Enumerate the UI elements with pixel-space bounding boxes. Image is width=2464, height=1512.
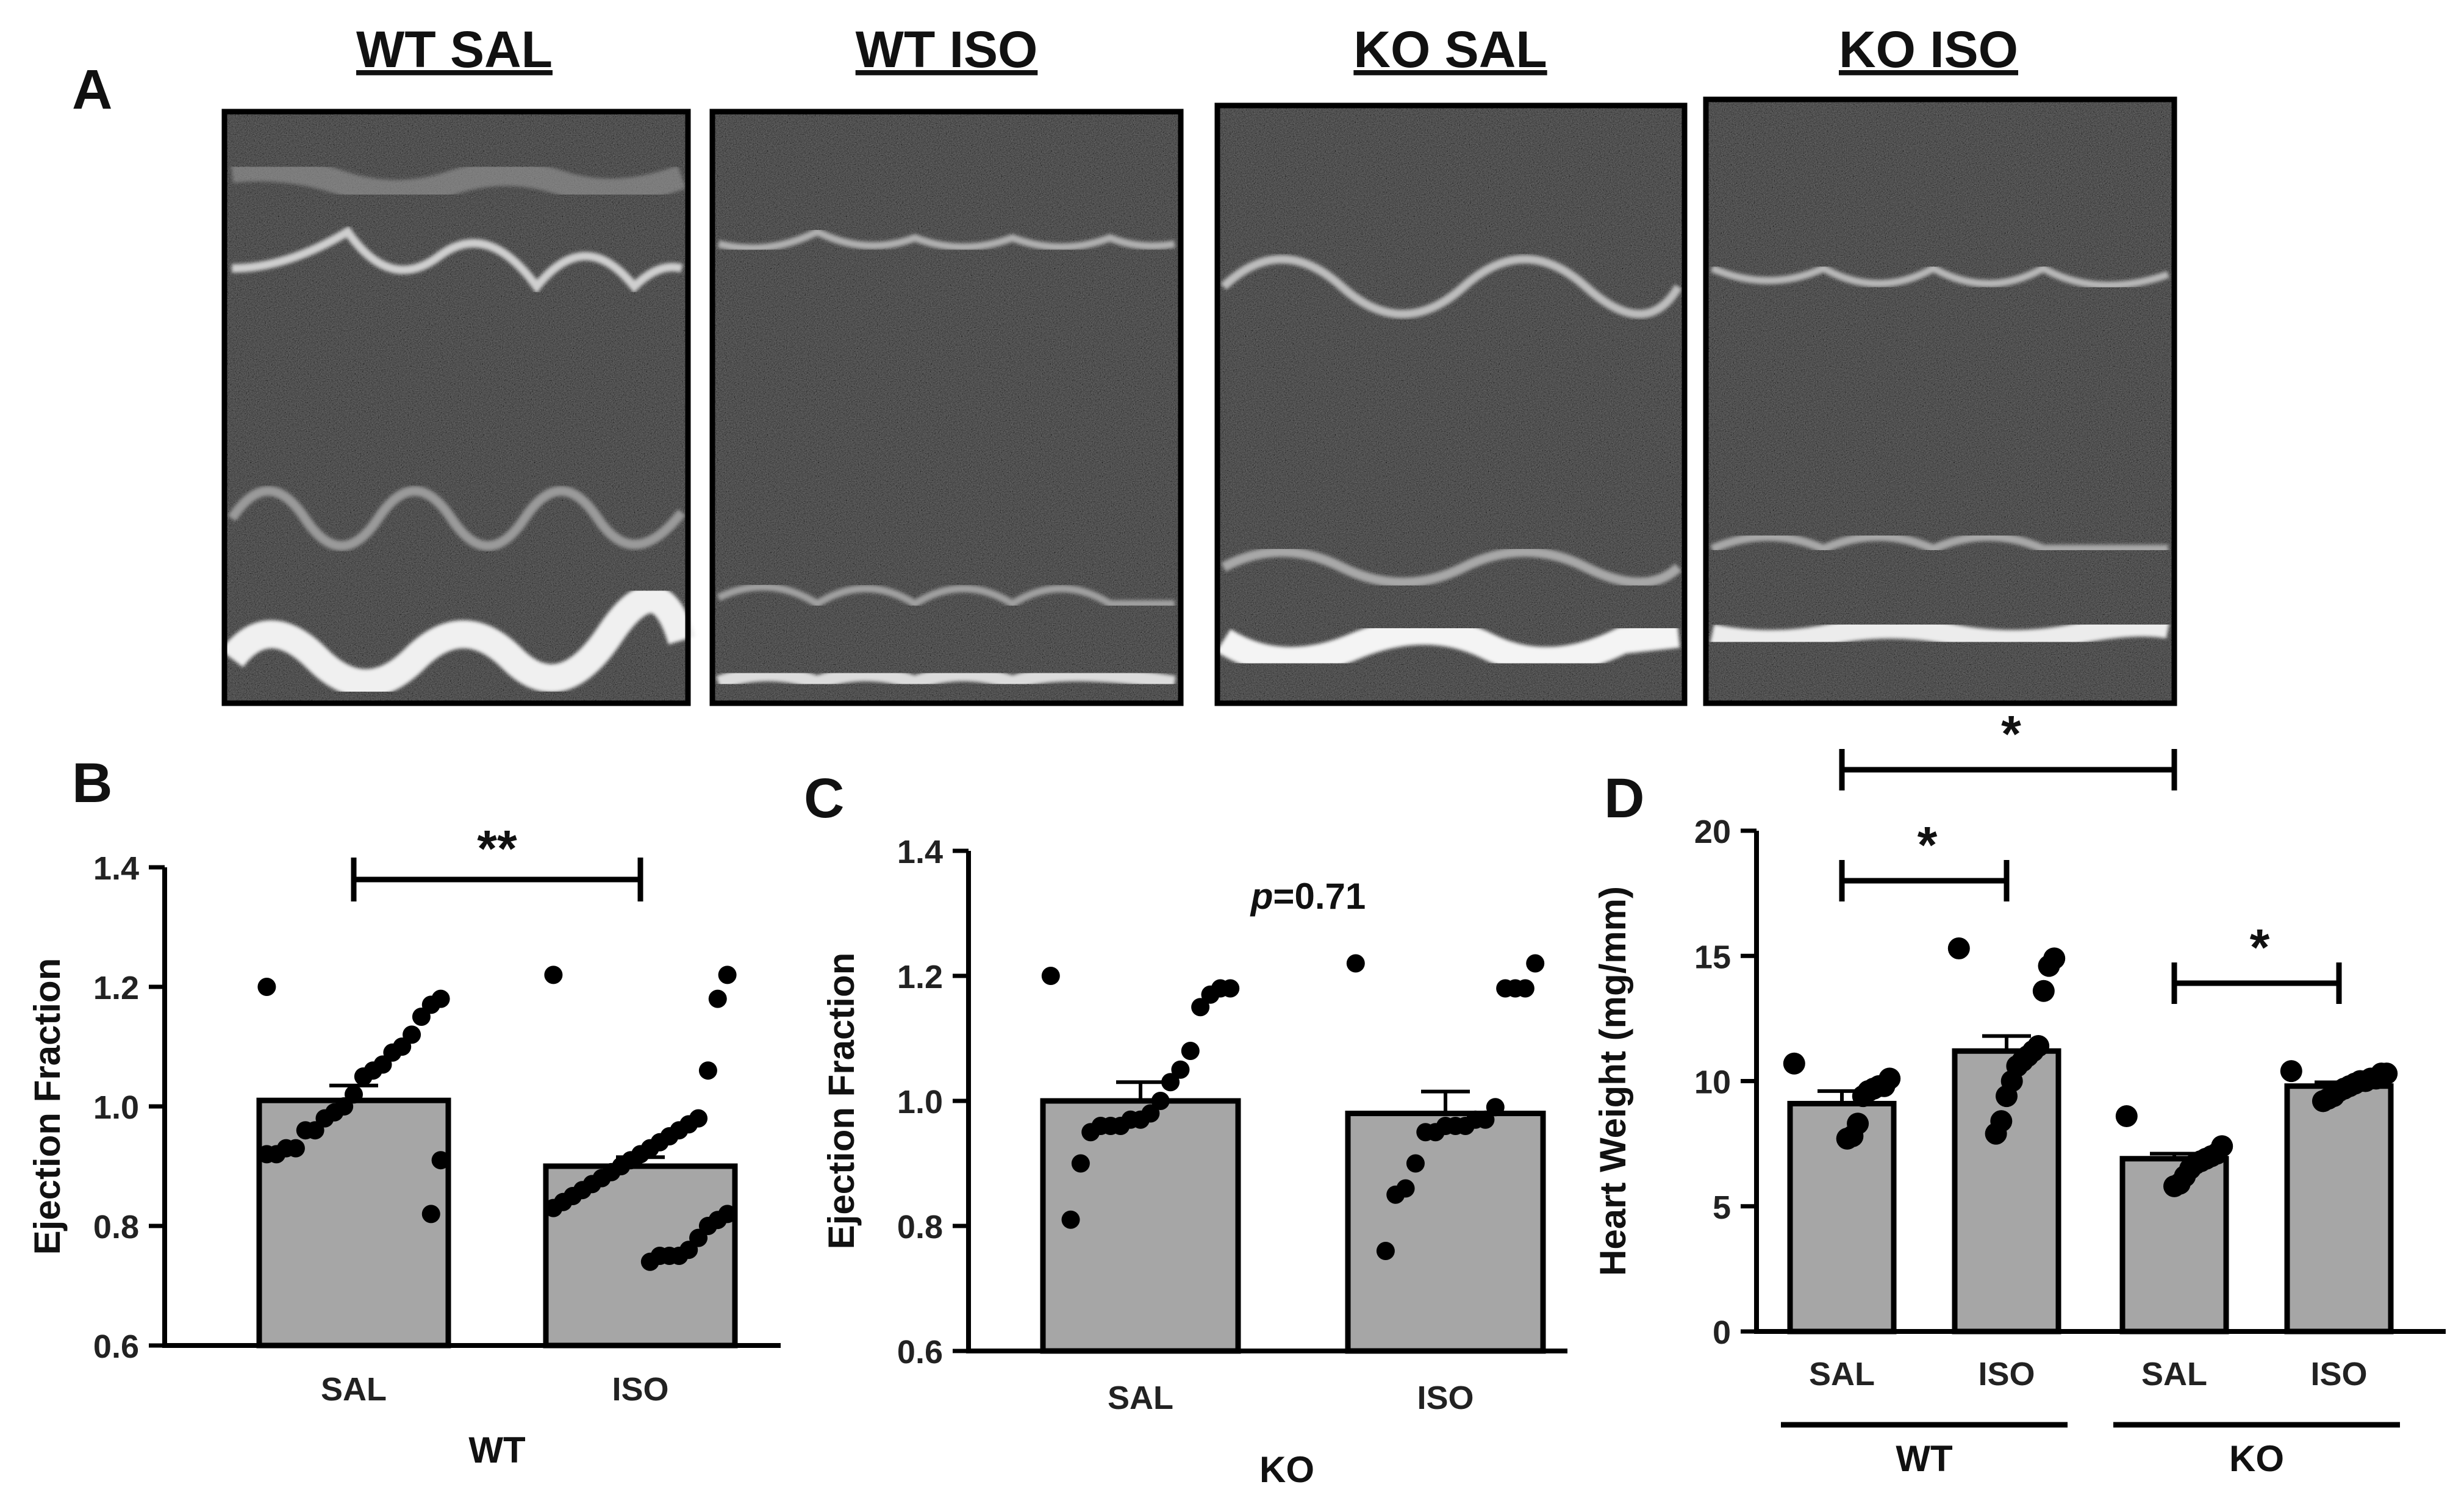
y-axis-title: Ejection Fraction xyxy=(821,953,862,1250)
data-point xyxy=(1406,1154,1425,1173)
echo-title-ko-iso: KO ISO xyxy=(1839,21,2018,78)
data-point xyxy=(1496,979,1515,998)
chart-c: 0.6 0.8 1.0 1.2 1.4 Ejection Fraction SAL ISO p=… xyxy=(821,834,1567,1490)
data-point xyxy=(2038,955,2060,977)
data-point xyxy=(1201,985,1220,1004)
bar xyxy=(2284,1083,2394,1335)
significance-label: ** xyxy=(477,820,517,877)
y-tick-label: 0.8 xyxy=(897,1209,943,1245)
data-point xyxy=(1346,954,1365,973)
data-point xyxy=(2032,980,2055,1002)
data-point xyxy=(431,1151,450,1170)
y-tick-label: 0 xyxy=(1713,1314,1731,1351)
y-tick-label: 20 xyxy=(1694,814,1731,850)
data-point xyxy=(708,989,727,1008)
x-tick-label: SAL xyxy=(2141,1356,2207,1392)
y-tick-label: 1.4 xyxy=(93,850,139,887)
data-point xyxy=(718,966,737,984)
data-point xyxy=(1161,1073,1180,1092)
bar xyxy=(1787,1100,1897,1335)
echo-image-wt-sal xyxy=(220,109,696,706)
y-tick-label: 1.0 xyxy=(93,1089,139,1126)
x-axis-title: WT xyxy=(468,1430,525,1471)
echo-title-wt-iso: WT ISO xyxy=(856,21,1038,78)
data-point xyxy=(1985,1122,2007,1145)
data-point xyxy=(1181,1042,1200,1060)
significance-label: * xyxy=(2001,705,2021,762)
x-tick-label: SAL xyxy=(1809,1356,1875,1392)
group-label: KO xyxy=(2229,1438,2284,1479)
x-tick-label: ISO xyxy=(1978,1356,2035,1392)
data-point xyxy=(1852,1085,1874,1108)
data-point xyxy=(1416,1123,1435,1142)
data-point xyxy=(257,1145,276,1164)
y-tick-label: 10 xyxy=(1694,1064,1731,1101)
data-point xyxy=(1061,1210,1080,1229)
data-point xyxy=(1947,937,1970,959)
y-tick-label: 5 xyxy=(1713,1189,1731,1226)
data-point xyxy=(2163,1175,2185,1197)
data-point xyxy=(421,1205,440,1224)
data-point xyxy=(698,1061,717,1080)
data-point xyxy=(544,1198,563,1217)
p-value-annotation: p=0.71 xyxy=(1250,876,1366,917)
panel-letter-c: C xyxy=(804,767,844,829)
panel-letter-b: B xyxy=(72,752,112,814)
data-point xyxy=(1071,1154,1090,1173)
data-point xyxy=(296,1121,315,1140)
x-tick-label: ISO xyxy=(2310,1356,2367,1392)
data-point xyxy=(1783,1052,1805,1075)
data-point xyxy=(1836,1127,1858,1150)
data-point xyxy=(1191,998,1210,1017)
data-point xyxy=(2115,1105,2138,1127)
data-point xyxy=(640,1252,659,1271)
data-point xyxy=(544,966,563,984)
data-point xyxy=(1486,1098,1505,1117)
chart-b: 0.6 0.8 1.0 1.2 1.4 Ejection Fraction SAL ISO **… xyxy=(27,820,781,1471)
data-point xyxy=(1376,1242,1395,1260)
y-tick-label: 15 xyxy=(1694,939,1731,975)
chart-d: 0 5 10 15 20 Heart Weight (mg/mm) SAL ISO SAL ISO… xyxy=(1592,705,2446,1479)
bar xyxy=(256,1097,451,1349)
data-point xyxy=(1171,1060,1190,1079)
echo-image-ko-iso xyxy=(1703,96,2177,706)
echo-image-wt-iso xyxy=(709,109,1184,706)
data-point xyxy=(412,1008,431,1026)
y-axis-title: Ejection Fraction xyxy=(27,958,68,1255)
x-tick-label: ISO xyxy=(1417,1380,1474,1416)
significance-label: * xyxy=(1918,816,1938,873)
data-point xyxy=(1151,1092,1170,1110)
y-tick-label: 1.2 xyxy=(897,959,943,995)
y-tick-label: 1.0 xyxy=(897,1084,943,1120)
data-point xyxy=(1996,1085,2018,1108)
x-tick-label: SAL xyxy=(1108,1380,1173,1416)
x-tick-label: ISO xyxy=(612,1371,668,1408)
y-tick-label: 0.8 xyxy=(93,1209,139,1245)
y-tick-label: 1.2 xyxy=(93,970,139,1006)
y-axis-title: Heart Weight (mg/mm) xyxy=(1592,886,1633,1276)
echo-title-ko-sal: KO SAL xyxy=(1353,21,1547,78)
y-tick-label: 0.6 xyxy=(897,1334,943,1370)
data-point xyxy=(1041,967,1060,985)
data-point xyxy=(1081,1123,1100,1142)
data-point xyxy=(1386,1185,1405,1204)
bar xyxy=(1345,1111,1546,1354)
y-tick-label: 0.6 xyxy=(93,1328,139,1365)
significance-label: * xyxy=(2250,919,2270,976)
data-point xyxy=(257,978,276,996)
data-point xyxy=(2280,1060,2302,1083)
panel-a: A WT SAL WT ISO KO SAL KO ISO xyxy=(72,21,2177,706)
x-axis-title: KO xyxy=(1259,1449,1314,1490)
data-point xyxy=(1526,954,1545,973)
y-tick-label: 1.4 xyxy=(897,834,943,870)
group-label: WT xyxy=(1896,1438,1952,1479)
panel-letter-a: A xyxy=(72,59,112,121)
data-point xyxy=(354,1067,373,1086)
x-tick-label: SAL xyxy=(321,1371,387,1408)
echo-image-ko-sal xyxy=(1214,102,1688,706)
data-point xyxy=(2312,1090,2334,1113)
panel-letter-d: D xyxy=(1604,767,1644,829)
echo-title-wt-sal: WT SAL xyxy=(356,21,553,78)
